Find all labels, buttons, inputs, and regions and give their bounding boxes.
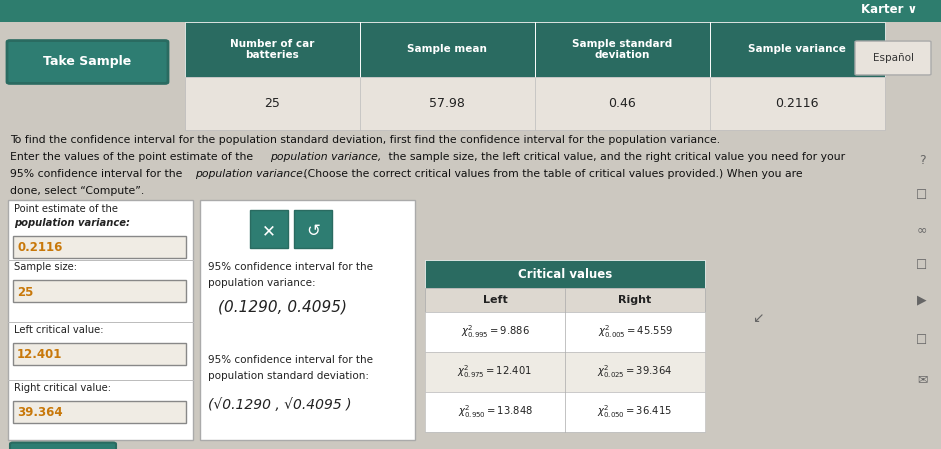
Text: To find the confidence interval for the population standard deviation, first fin: To find the confidence interval for the … <box>10 135 720 145</box>
Text: ✉: ✉ <box>917 374 927 387</box>
Text: ∞: ∞ <box>917 224 927 237</box>
Text: 95% confidence interval for the: 95% confidence interval for the <box>208 355 373 365</box>
Text: the sample size, the left critical value, and the right critical value you need : the sample size, the left critical value… <box>385 152 845 162</box>
Text: (0.1290, 0.4095): (0.1290, 0.4095) <box>218 300 347 315</box>
Text: ☐: ☐ <box>917 259 928 272</box>
Text: population variance:: population variance: <box>14 218 130 228</box>
Text: Sample variance: Sample variance <box>748 44 846 54</box>
Text: $\chi^2_{0.950}=13.848$: $\chi^2_{0.950}=13.848$ <box>457 404 533 420</box>
Text: Sample standard
deviation: Sample standard deviation <box>572 39 672 60</box>
Text: $\chi^2_{0.050}=36.415$: $\chi^2_{0.050}=36.415$ <box>598 404 673 420</box>
Text: Point estimate of the: Point estimate of the <box>14 204 118 214</box>
Text: Enter the values of the point estimate of the: Enter the values of the point estimate o… <box>10 152 257 162</box>
Text: Take Sample: Take Sample <box>43 56 131 69</box>
Text: $\chi^2_{0.995}=9.886$: $\chi^2_{0.995}=9.886$ <box>461 324 530 340</box>
Text: Critical values: Critical values <box>518 268 613 281</box>
Text: population variance:: population variance: <box>208 278 315 288</box>
Text: 57.98: 57.98 <box>429 97 465 110</box>
Text: Español: Español <box>872 53 914 63</box>
Text: ?: ? <box>918 154 925 167</box>
Text: 25: 25 <box>17 286 33 299</box>
Text: population variance,: population variance, <box>270 152 381 162</box>
Text: Left critical value:: Left critical value: <box>14 325 104 335</box>
Text: Right critical value:: Right critical value: <box>14 383 111 393</box>
Text: Number of car
batteries: Number of car batteries <box>230 39 314 60</box>
Text: Right: Right <box>618 295 651 305</box>
Text: 0.46: 0.46 <box>608 97 636 110</box>
Text: ▶: ▶ <box>917 294 927 307</box>
Text: 39.364: 39.364 <box>17 406 63 419</box>
Text: Karter ∨: Karter ∨ <box>861 3 917 16</box>
Text: ✕: ✕ <box>262 222 276 240</box>
Text: $\chi^2_{0.975}=12.401$: $\chi^2_{0.975}=12.401$ <box>457 364 533 380</box>
Text: ↺: ↺ <box>306 222 320 240</box>
Text: 0.2116: 0.2116 <box>17 242 62 255</box>
Text: $\chi^2_{0.005}=45.559$: $\chi^2_{0.005}=45.559$ <box>598 324 673 340</box>
Text: 0.2116: 0.2116 <box>775 97 819 110</box>
Text: ☐: ☐ <box>917 334 928 347</box>
Text: 12.401: 12.401 <box>17 348 62 361</box>
Text: (√0.1290 , √0.4095 ): (√0.1290 , √0.4095 ) <box>208 398 352 412</box>
Text: (Choose the correct critical values from the table of critical values provided.): (Choose the correct critical values from… <box>300 169 803 179</box>
Text: population variance.: population variance. <box>195 169 307 179</box>
Text: Left: Left <box>483 295 507 305</box>
Text: ↙: ↙ <box>752 311 764 325</box>
Text: 25: 25 <box>264 97 279 110</box>
Text: done, select “Compute”.: done, select “Compute”. <box>10 186 144 196</box>
Text: 95% confidence interval for the: 95% confidence interval for the <box>10 169 186 179</box>
Text: ☐: ☐ <box>917 189 928 202</box>
Text: Sample size:: Sample size: <box>14 262 77 272</box>
Text: population standard deviation:: population standard deviation: <box>208 371 369 381</box>
Text: $\chi^2_{0.025}=39.364$: $\chi^2_{0.025}=39.364$ <box>598 364 673 380</box>
Text: 95% confidence interval for the: 95% confidence interval for the <box>208 262 373 272</box>
Text: Sample mean: Sample mean <box>407 44 486 54</box>
